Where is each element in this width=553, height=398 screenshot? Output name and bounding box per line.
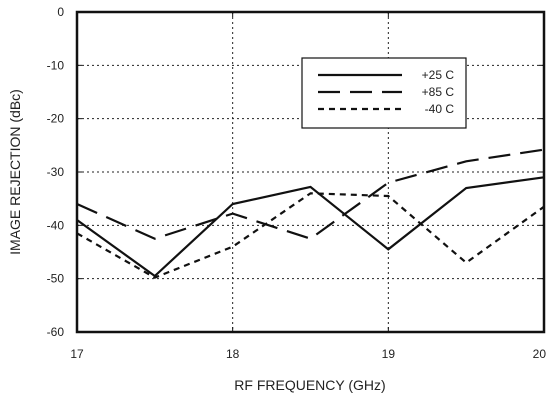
y-tick-label: -30 bbox=[47, 165, 65, 179]
series-layer bbox=[76, 148, 545, 279]
y-tick-label: 0 bbox=[57, 5, 64, 19]
y-tick-label: -40 bbox=[47, 218, 65, 232]
legend-label-1: +85 C bbox=[422, 85, 455, 99]
legend: +25 C +85 C -40 C bbox=[301, 57, 467, 129]
y-tick-label: -50 bbox=[47, 272, 65, 286]
y-tick-label: -60 bbox=[47, 325, 65, 339]
x-tick-label: 20 bbox=[533, 347, 547, 361]
y-tick-label: -10 bbox=[47, 58, 65, 72]
legend-label-0: +25 C bbox=[422, 68, 455, 82]
series-line-1 bbox=[76, 148, 545, 240]
x-tick-label: 17 bbox=[70, 347, 84, 361]
x-tick-label: 18 bbox=[226, 347, 240, 361]
legend-label-2: -40 C bbox=[425, 102, 455, 116]
grid-layer bbox=[77, 12, 544, 332]
x-axis-title: RF FREQUENCY (GHz) bbox=[234, 377, 385, 393]
tick-layer: 17 18 19 20 0 -10 -20 -30 -40 -50 -60 bbox=[47, 5, 547, 361]
y-tick-label: -20 bbox=[47, 112, 65, 126]
series-line-0 bbox=[76, 176, 545, 278]
series-line-2 bbox=[76, 192, 545, 279]
x-tick-label: 19 bbox=[382, 347, 396, 361]
y-axis-title: IMAGE REJECTION (dBc) bbox=[7, 89, 23, 255]
